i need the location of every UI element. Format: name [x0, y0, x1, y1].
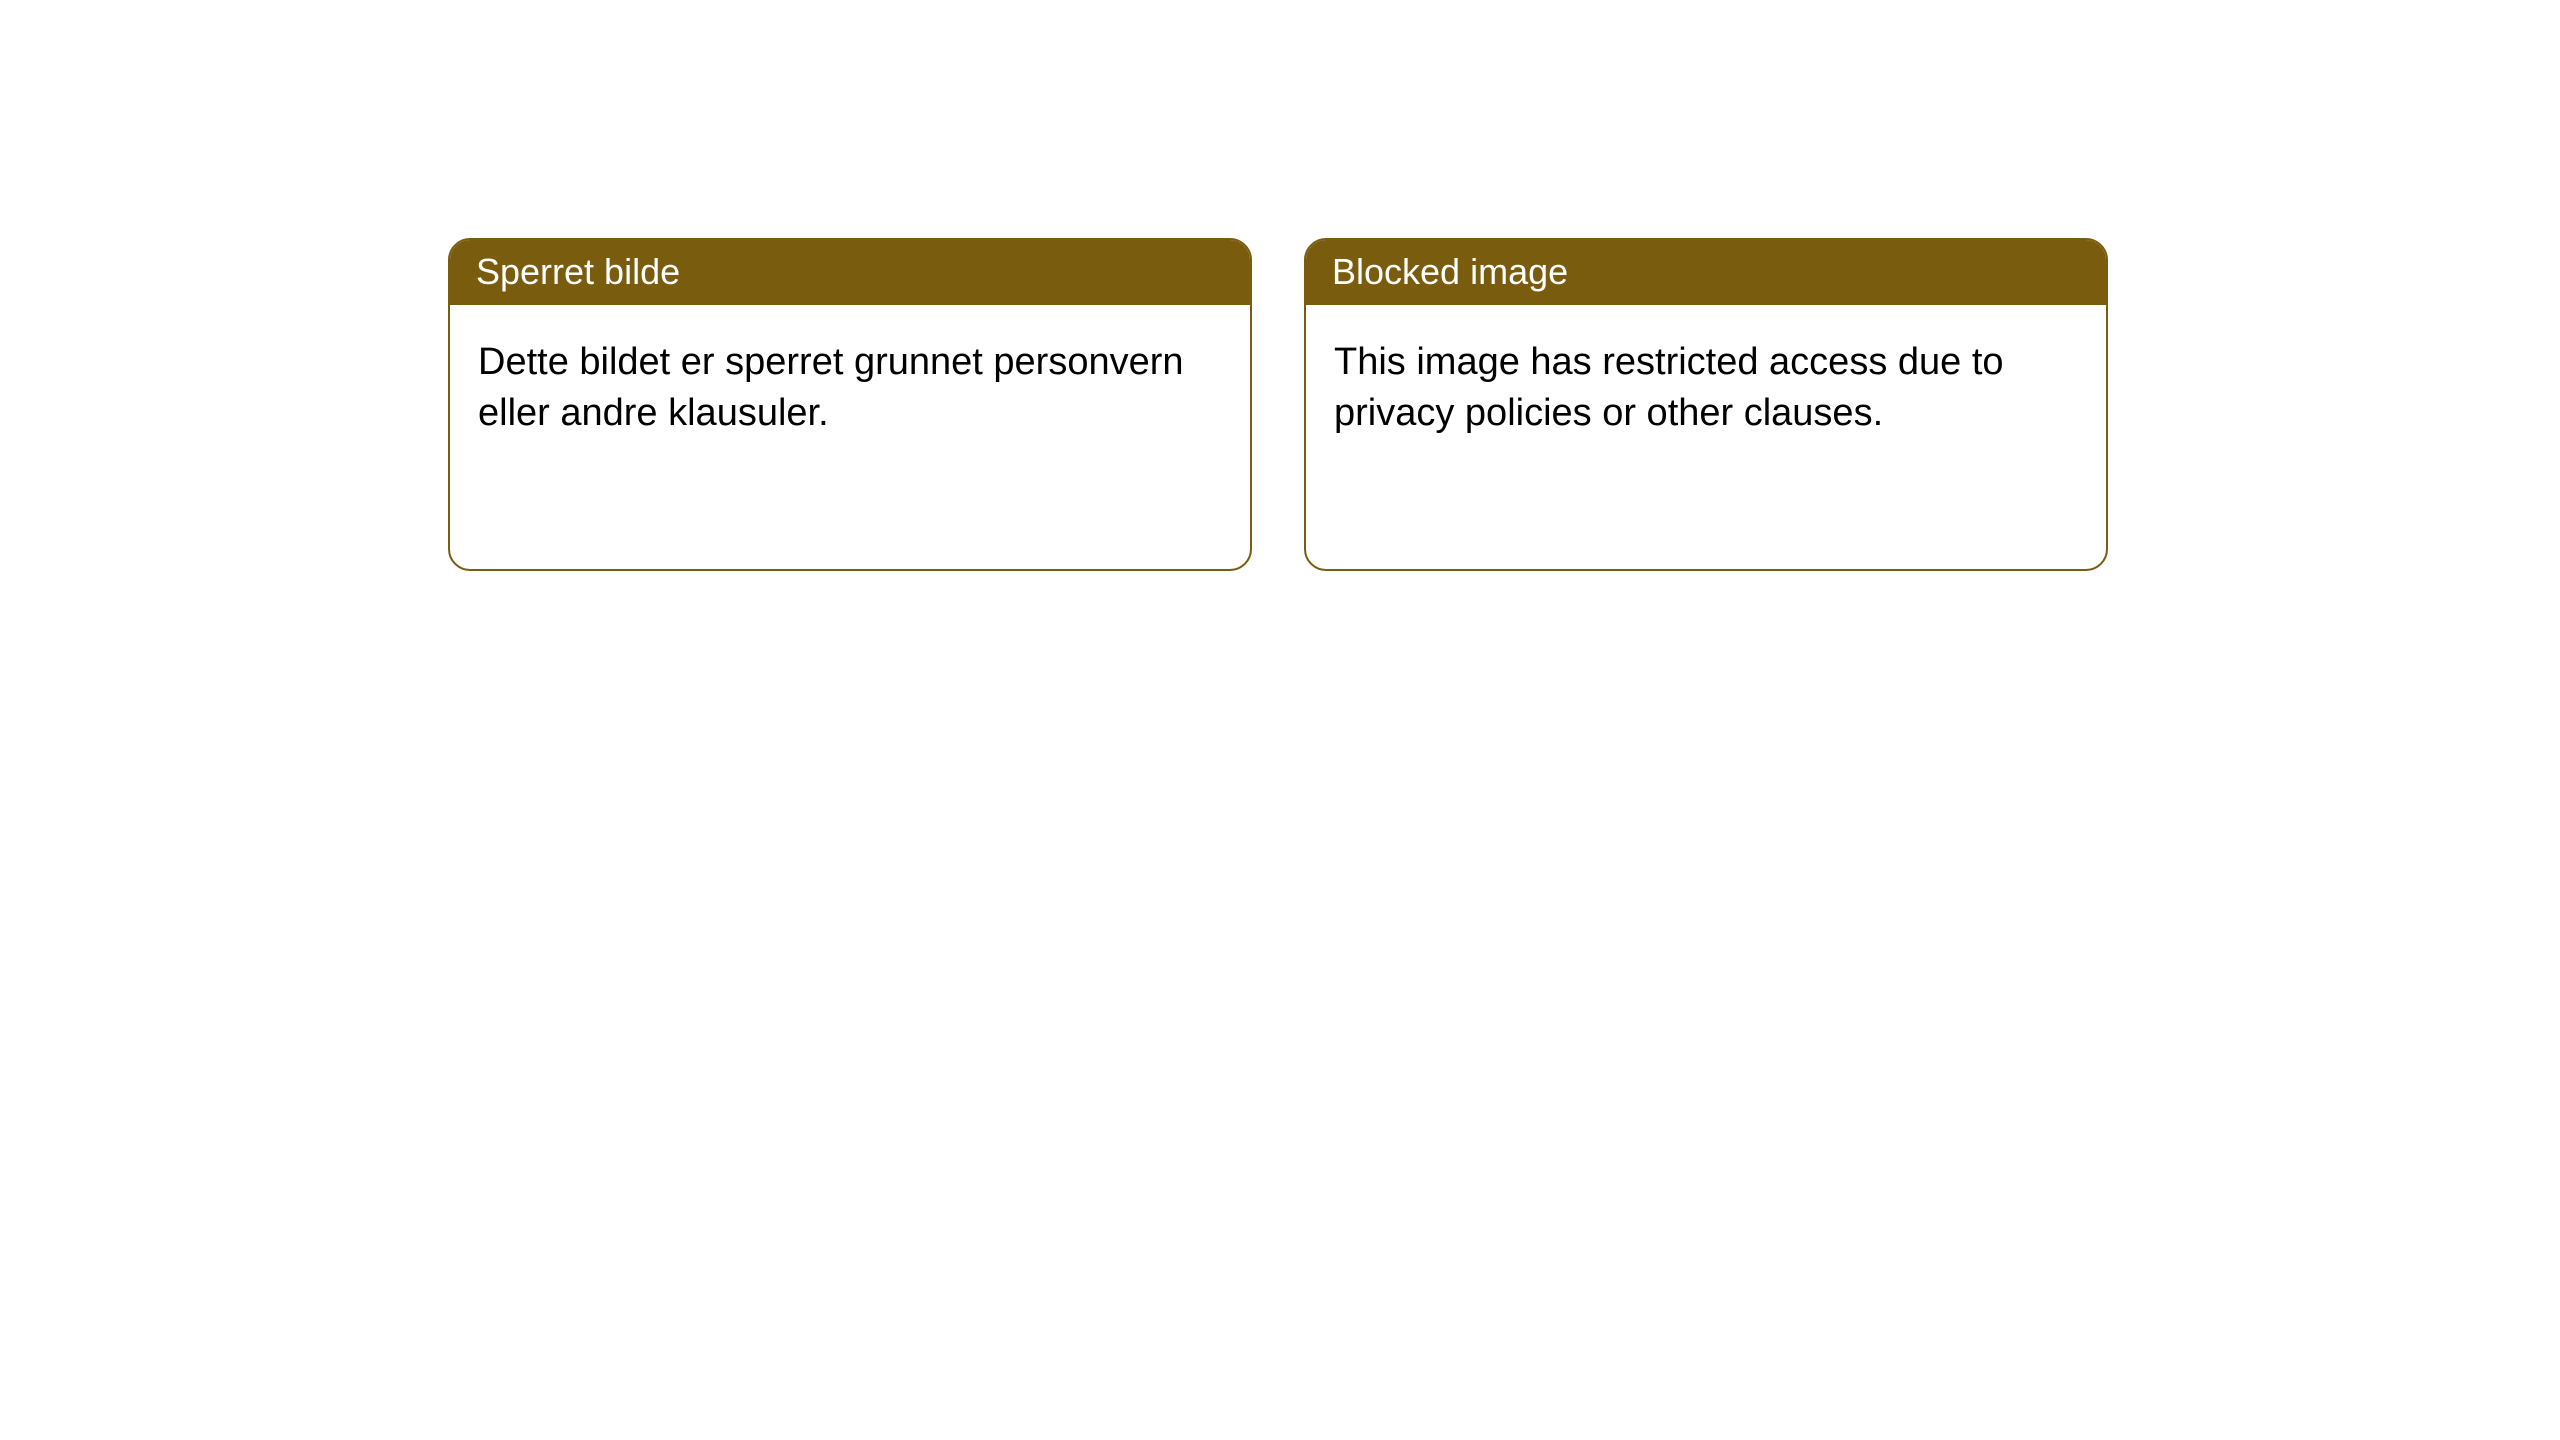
notice-card-body: This image has restricted access due to …: [1306, 305, 2106, 472]
notice-card-title: Blocked image: [1332, 251, 1568, 292]
notice-card-norwegian: Sperret bilde Dette bildet er sperret gr…: [448, 238, 1252, 571]
notice-card-header: Blocked image: [1306, 240, 2106, 305]
notice-card-english: Blocked image This image has restricted …: [1304, 238, 2108, 571]
notice-card-header: Sperret bilde: [450, 240, 1250, 305]
notice-card-text: Dette bildet er sperret grunnet personve…: [478, 341, 1184, 434]
notice-card-title: Sperret bilde: [476, 251, 680, 292]
notice-card-body: Dette bildet er sperret grunnet personve…: [450, 305, 1250, 472]
notice-cards-container: Sperret bilde Dette bildet er sperret gr…: [0, 0, 2560, 571]
notice-card-text: This image has restricted access due to …: [1334, 341, 2004, 434]
